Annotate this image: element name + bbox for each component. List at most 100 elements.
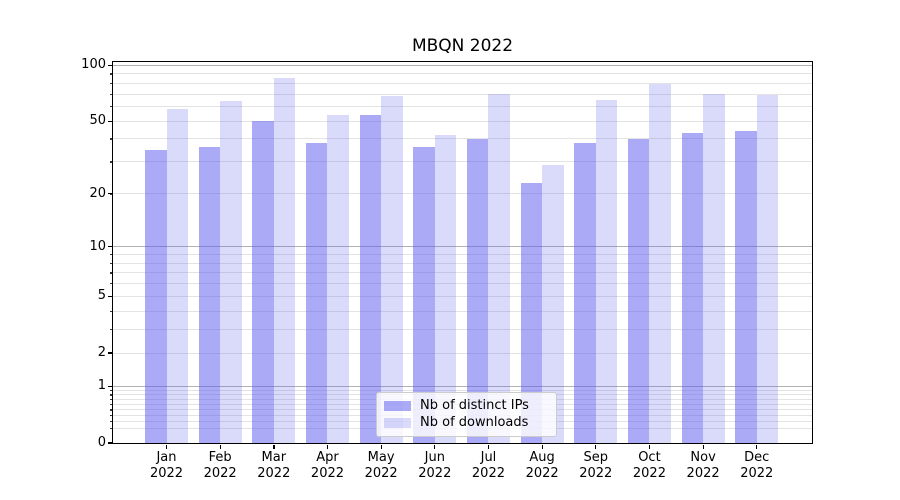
y-minor-tick-mark (110, 427, 113, 429)
x-tick-year: 2022 (471, 466, 505, 481)
x-tick-mark (648, 444, 651, 449)
x-tick-mark (273, 444, 275, 449)
x-tick-month: Mar (261, 450, 287, 465)
x-tick-month: Apr (316, 450, 339, 465)
bar-distinct-ips-may (359, 114, 382, 443)
x-tick-month: Nov (690, 450, 716, 465)
legend-label-distinct-ips: Nb of distinct IPs (420, 398, 529, 413)
y-tick-mark (108, 246, 113, 248)
bar-downloads-aug (542, 164, 564, 443)
y-minor-tick-mark (110, 262, 113, 264)
x-tick-label: Aug 2022 (510, 450, 574, 482)
y-minor-tick-mark (110, 414, 113, 417)
y-minor-tick-mark (110, 120, 113, 122)
y-tick-mark (108, 64, 113, 66)
x-tick-month: Aug (529, 450, 555, 465)
gridline-major (113, 385, 812, 387)
x-tick-month: Dec (744, 450, 770, 465)
x-tick-year: 2022 (686, 466, 720, 481)
x-tick-year: 2022 (364, 466, 398, 481)
plot-area: Nb of distinct IPs Nb of downloads (112, 61, 813, 444)
gridline-minor (113, 272, 812, 274)
chart-title: MBQN 2022 (411, 36, 514, 56)
x-tick-label: Jul 2022 (456, 450, 520, 482)
x-tick-month: Oct (638, 450, 661, 465)
x-tick-mark (434, 444, 436, 449)
x-tick-label: Dec 2022 (725, 450, 789, 482)
legend-swatch-distinct-ips (384, 400, 411, 411)
y-minor-tick-mark (110, 295, 113, 298)
y-minor-tick-mark (110, 138, 113, 140)
y-minor-tick-mark (110, 310, 113, 313)
gridline-major (113, 64, 812, 66)
y-tick-label: 20 (89, 185, 106, 201)
x-tick-month: Jul (480, 450, 497, 465)
y-minor-tick-mark (110, 404, 113, 406)
bar-downloads-mar (273, 78, 296, 443)
x-tick-year: 2022 (740, 466, 774, 481)
x-tick-label: May 2022 (349, 450, 413, 482)
bar-distinct-ips-mar (252, 121, 274, 443)
gridline-minor (113, 105, 812, 107)
bar-distinct-ips-apr (305, 143, 328, 443)
y-minor-tick-mark (110, 73, 113, 75)
x-tick-mark (487, 444, 490, 449)
y-minor-tick-mark (110, 409, 113, 411)
y-minor-tick-mark (110, 399, 113, 401)
y-tick-label: 1 (97, 378, 106, 394)
bar-downloads-apr (327, 114, 349, 443)
y-tick-label: 0 (97, 435, 106, 450)
bar-downloads-oct (649, 84, 671, 443)
bar-downloads-may (381, 96, 403, 443)
bar-downloads-feb (220, 101, 242, 443)
gridline-minor (113, 253, 812, 255)
x-tick-label: Apr 2022 (295, 450, 359, 482)
legend-item-downloads: Nb of downloads (384, 414, 548, 431)
x-tick-label: Oct 2022 (617, 450, 681, 482)
gridline-minor (113, 82, 812, 84)
x-tick-month: May (367, 450, 395, 465)
bar-distinct-ips-oct (627, 138, 650, 443)
gridline-minor (113, 161, 812, 163)
gridline-minor (113, 295, 812, 297)
x-tick-month: Feb (208, 450, 232, 465)
y-tick-label: 5 (97, 288, 106, 304)
bar-downloads-jan (166, 109, 188, 443)
bar-distinct-ips-sep (574, 143, 596, 443)
legend: Nb of distinct IPs Nb of downloads (376, 392, 557, 437)
gridline-major (113, 246, 812, 248)
gridline-minor (113, 329, 812, 330)
y-tick-label: 2 (97, 345, 106, 361)
gridline-minor (113, 352, 812, 354)
gridline-minor (113, 138, 812, 140)
x-tick-label: Nov 2022 (671, 450, 735, 482)
x-tick-year: 2022 (525, 466, 559, 481)
x-tick-mark (165, 444, 168, 449)
y-tick-label: 10 (89, 238, 106, 254)
bar-distinct-ips-feb (198, 147, 221, 443)
y-minor-tick-mark (110, 193, 113, 195)
y-tick-mark (108, 442, 113, 444)
gridline-minor (113, 283, 812, 285)
x-tick-year: 2022 (418, 466, 452, 481)
legend-label-downloads: Nb of downloads (420, 415, 529, 430)
bar-distinct-ips-nov (681, 133, 704, 443)
x-tick-month: Sep (583, 450, 609, 465)
y-minor-tick-mark (110, 352, 113, 354)
y-minor-tick-mark (110, 283, 113, 285)
bar-distinct-ips-jul (466, 138, 489, 443)
x-tick-mark (595, 444, 597, 449)
x-tick-month: Jun (424, 450, 445, 465)
bar-downloads-jul (488, 94, 510, 443)
y-tick-label: 100 (81, 57, 106, 73)
x-tick-label: Sep 2022 (564, 450, 628, 482)
bar-distinct-ips-aug (520, 182, 543, 443)
bar-downloads-sep (595, 100, 618, 443)
gridline-minor (113, 93, 812, 95)
x-tick-year: 2022 (310, 466, 345, 481)
y-tick-mark (108, 385, 113, 387)
x-tick-label: Jan 2022 (135, 450, 199, 482)
x-tick-year: 2022 (257, 466, 291, 481)
bar-downloads-nov (703, 94, 725, 443)
